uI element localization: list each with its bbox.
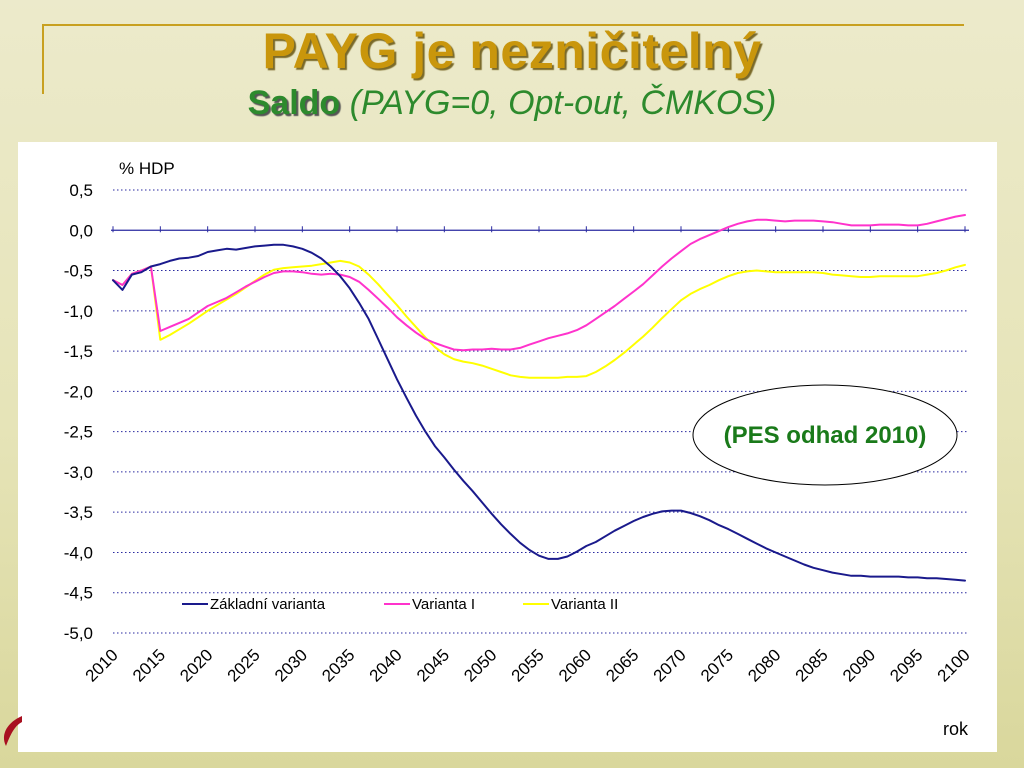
y-tick-label: -1,0 xyxy=(64,302,93,321)
legend-label: Základní varianta xyxy=(210,596,326,613)
series-lines xyxy=(112,214,966,582)
x-tick-label: 2095 xyxy=(886,645,926,685)
line-chart: % HDP rok 0,5 0,0 -0,5 -1,0 -1,5 -2,0 -2,5 -3,0… xyxy=(64,159,974,739)
legend-bg xyxy=(380,594,508,614)
x-tick-label: 2030 xyxy=(271,645,311,685)
y-tick-label: -5,0 xyxy=(64,624,93,643)
y-axis-label: % HDP xyxy=(119,159,175,178)
slide-title: PAYG je nezničitelný xyxy=(262,23,762,79)
series-line-2 xyxy=(112,214,966,352)
y-tick-label: -3,0 xyxy=(64,463,93,482)
x-tick-label: 2060 xyxy=(555,645,595,685)
subtitle-rest: (PAYG=0, Opt-out, ČMKOS) xyxy=(349,84,777,122)
x-tick-label: 2065 xyxy=(602,645,642,685)
y-tick-label: -1,5 xyxy=(64,342,93,361)
legend-label: Varianta I xyxy=(412,596,475,613)
x-tick-label: 2080 xyxy=(744,645,784,685)
x-tick-label: 2015 xyxy=(129,645,169,685)
annotation-ellipse xyxy=(692,384,958,486)
y-tick-label: -4,5 xyxy=(64,584,93,603)
x-tick-label: 2035 xyxy=(318,645,358,685)
x-tick-label: 2025 xyxy=(224,645,264,685)
x-tick-label: 2050 xyxy=(460,645,500,685)
x-tick-label: 2075 xyxy=(697,645,737,685)
y-tick-label: -3,5 xyxy=(64,503,93,522)
legend-label: Varianta II xyxy=(551,596,618,613)
x-tick-label: 2020 xyxy=(176,645,216,685)
x-tick-label: 2040 xyxy=(366,645,406,685)
annotation-text: (PES odhad 2010) xyxy=(724,422,927,449)
y-tick-label: 0,5 xyxy=(69,181,93,200)
subtitle-bold: Saldo xyxy=(247,84,341,122)
chart-panel: % HDP rok 0,5 0,0 -0,5 -1,0 -1,5 -2,0 -2,5 -3,0… xyxy=(18,142,997,752)
slide-frame-left-rule xyxy=(42,24,44,94)
series-line-1 xyxy=(112,243,966,582)
x-tick-label: 2010 xyxy=(82,645,122,685)
legend: Základní varianta Varianta I Varianta II xyxy=(178,594,647,614)
y-tick-label: -2,5 xyxy=(64,423,93,442)
x-tick-label: 2090 xyxy=(839,645,879,685)
slide-frame-top-rule xyxy=(42,24,964,26)
y-tick-label: -4,0 xyxy=(64,543,93,562)
slide-subtitle: Saldo (PAYG=0, Opt-out, ČMKOS) xyxy=(0,80,1024,126)
annotation: (PES odhad 2010) xyxy=(692,384,958,486)
x-axis-label: rok xyxy=(943,719,969,739)
y-tick-label: -2,0 xyxy=(64,382,93,401)
y-tick-label: 0,0 xyxy=(69,221,93,240)
legend-bg xyxy=(178,594,370,614)
legend-bg xyxy=(519,594,647,614)
y-axis: 0,5 0,0 -0,5 -1,0 -1,5 -2,0 -2,5 -3,0 -3,5 -4,0 -4… xyxy=(64,181,969,643)
decorative-swoosh xyxy=(3,716,22,746)
y-tick-label: -0,5 xyxy=(64,262,93,281)
series-line-3 xyxy=(112,259,966,379)
x-tick-label: 2070 xyxy=(650,645,690,685)
x-tick-label: 2055 xyxy=(508,645,548,685)
x-tick-label: 2085 xyxy=(792,645,832,685)
x-tick-label: 2045 xyxy=(413,645,453,685)
x-tick-label: 2100 xyxy=(934,645,974,685)
